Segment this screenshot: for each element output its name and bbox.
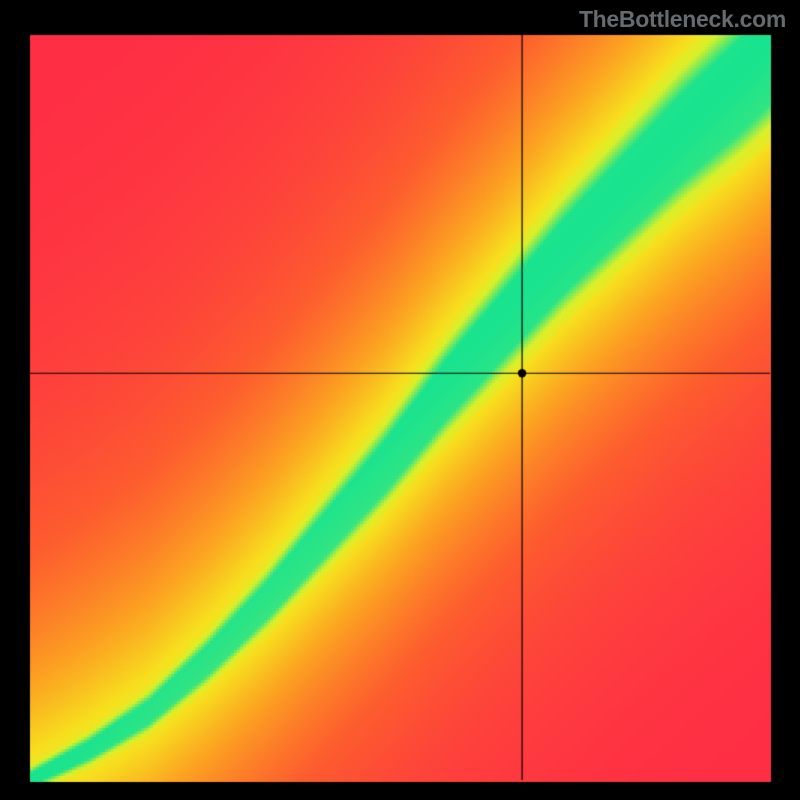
chart-container: TheBottleneck.com [0, 0, 800, 800]
bottleneck-heatmap [0, 0, 800, 800]
watermark-text: TheBottleneck.com [579, 6, 786, 33]
